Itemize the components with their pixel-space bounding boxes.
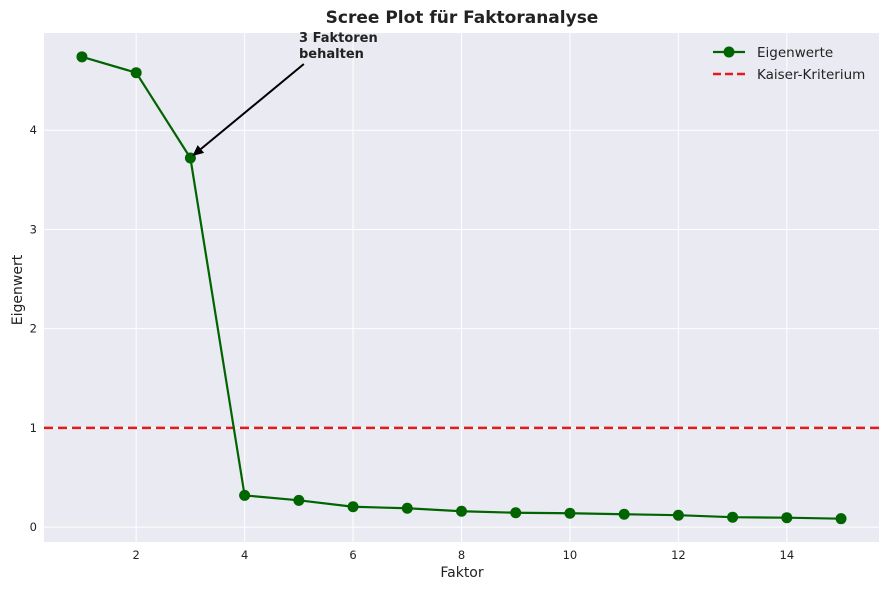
legend-marker-eigenwerte [723, 46, 735, 58]
x-axis-ticks: 2 4 6 8 10 12 14 [133, 548, 795, 562]
data-point-factor-9 [510, 507, 522, 519]
legend-label-eigenwerte: Eigenwerte [757, 45, 833, 61]
y-axis-ticks: 0 1 2 3 4 [30, 123, 37, 534]
legend: Eigenwerte Kaiser-Kriterium [713, 45, 865, 83]
legend-label-kaiser: Kaiser-Kriterium [757, 67, 865, 83]
x-tick-label-8: 8 [458, 548, 465, 562]
grid-lines [44, 33, 879, 542]
y-tick-label-1: 1 [30, 421, 37, 435]
chart-title: Scree Plot für Faktoranalyse [326, 8, 599, 28]
data-point-factor-5 [293, 494, 305, 506]
x-tick-label-10: 10 [563, 548, 578, 562]
data-point-factor-11 [618, 508, 630, 520]
y-tick-label-4: 4 [30, 123, 37, 137]
annotation-three-factors: 3 Faktoren behalten [192, 31, 378, 157]
y-axis-label: Eigenwert [10, 254, 26, 325]
x-tick-label-14: 14 [780, 548, 795, 562]
x-axis-label: Faktor [440, 565, 484, 581]
annotation-arrow-head [192, 145, 205, 157]
y-tick-label-2: 2 [30, 322, 37, 336]
data-point-factor-2 [130, 67, 142, 79]
x-tick-label-12: 12 [671, 548, 686, 562]
annotation-arrow [200, 63, 305, 150]
y-tick-label-0: 0 [30, 520, 37, 534]
x-tick-label-2: 2 [133, 548, 140, 562]
data-point-factor-10 [564, 507, 576, 519]
data-point-factor-15 [835, 513, 847, 525]
x-tick-label-4: 4 [241, 548, 248, 562]
data-point-factor-12 [672, 509, 684, 521]
annotation-text-line-2: behalten [299, 47, 364, 62]
data-point-factor-4 [239, 489, 251, 501]
data-point-factor-14 [781, 512, 793, 524]
data-point-factor-7 [401, 502, 413, 514]
x-tick-label-6: 6 [349, 548, 356, 562]
eigenvalue-points [76, 51, 847, 525]
y-tick-label-3: 3 [30, 222, 37, 236]
data-point-factor-13 [727, 511, 739, 523]
data-point-factor-8 [456, 505, 467, 517]
data-point-factor-1 [76, 51, 88, 63]
annotation-text-line-1: 3 Faktoren [299, 31, 378, 46]
data-point-factor-6 [347, 501, 359, 513]
